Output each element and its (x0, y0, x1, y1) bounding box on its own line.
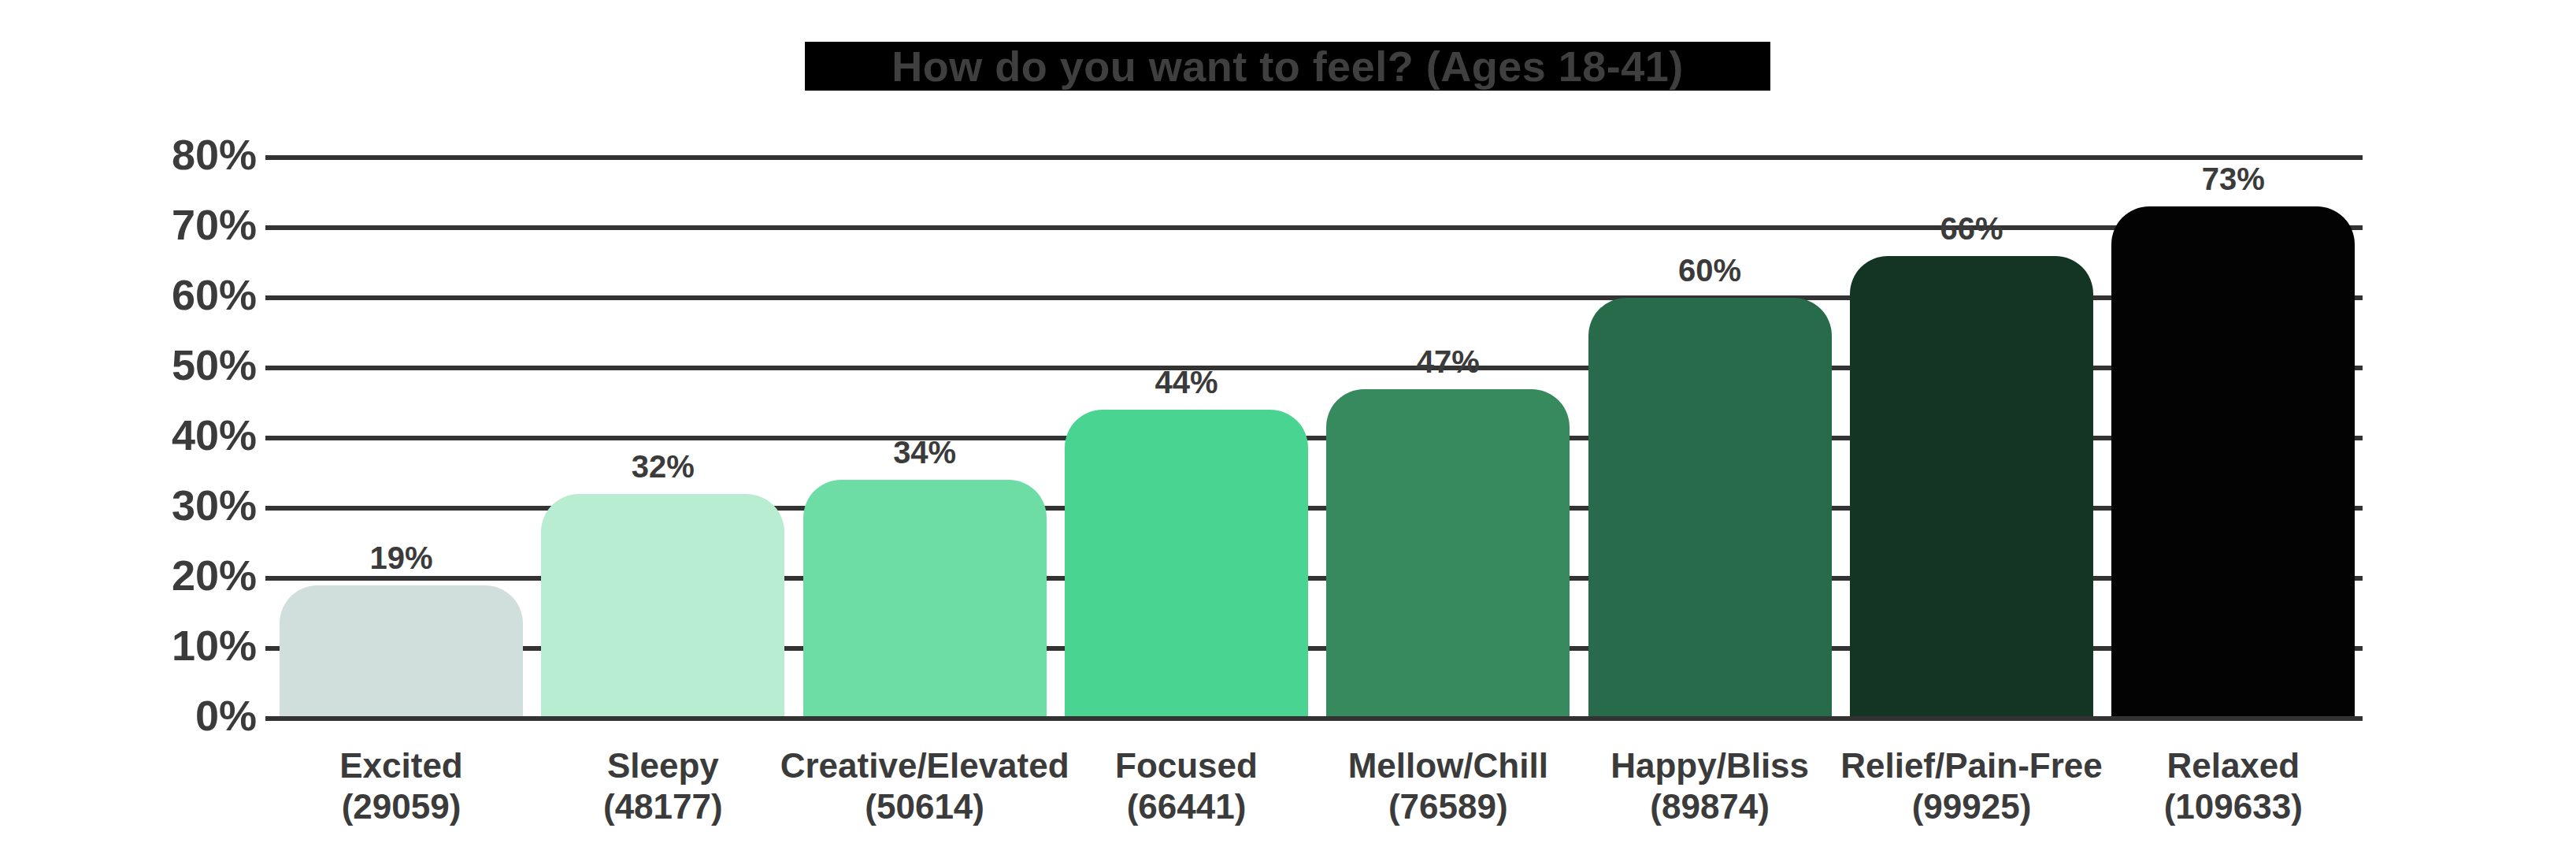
bar-focused (1065, 410, 1308, 716)
y-tick-label: 10% (60, 620, 257, 670)
x-axis-label: Relaxed(109633) (2060, 745, 2407, 827)
bar-value-label: 47% (1362, 344, 1535, 380)
x-label-count: (109633) (2060, 786, 2407, 827)
bar-value-label: 73% (2147, 161, 2320, 197)
bar-value-label: 66% (1885, 210, 2058, 247)
gridline (265, 716, 2363, 721)
chart-title: How do you want to feel? (Ages 18-41) (805, 42, 1770, 91)
bar-value-label: 60% (1623, 252, 1796, 288)
y-tick-label: 50% (60, 340, 257, 390)
bar-mellow-chill (1326, 389, 1570, 716)
y-tick-label: 40% (60, 410, 257, 460)
bar-chart: How do you want to feel? (Ages 18-41) 0%… (0, 0, 2576, 858)
y-tick-label: 80% (60, 129, 257, 180)
gridline (265, 155, 2363, 160)
bar-value-label: 44% (1099, 364, 1273, 400)
bar-value-label: 34% (838, 434, 1011, 470)
bar-value-label: 19% (315, 540, 488, 576)
y-tick-label: 70% (60, 199, 257, 250)
bar-relaxed (2111, 206, 2355, 716)
y-tick-label: 20% (60, 550, 257, 600)
y-tick-label: 0% (60, 690, 257, 741)
bar-creative-elevated (803, 480, 1047, 716)
bar-relief-pain-free (1850, 256, 2093, 716)
bar-sleepy (541, 494, 784, 716)
y-tick-label: 30% (60, 480, 257, 530)
x-label-category: Relaxed (2060, 745, 2407, 786)
bar-happy-bliss (1588, 298, 1832, 716)
bar-excited (280, 585, 523, 716)
bar-value-label: 32% (576, 448, 750, 485)
y-tick-label: 60% (60, 269, 257, 320)
